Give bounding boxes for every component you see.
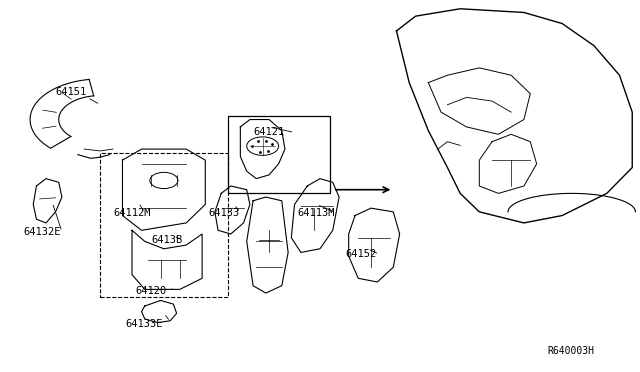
- Text: 64132E: 64132E: [24, 227, 61, 237]
- Text: 64133E: 64133E: [125, 319, 163, 329]
- Text: 64151: 64151: [56, 87, 87, 97]
- Text: 64121: 64121: [253, 128, 284, 138]
- Bar: [100, 153, 228, 297]
- Text: 64113M: 64113M: [298, 208, 335, 218]
- Bar: [228, 116, 330, 193]
- Text: R640003H: R640003H: [547, 346, 594, 356]
- Text: 64112M: 64112M: [113, 208, 150, 218]
- Text: 64152: 64152: [346, 249, 377, 259]
- Text: 64120: 64120: [135, 286, 166, 296]
- Text: 6413B: 6413B: [151, 235, 182, 245]
- Text: 64133: 64133: [209, 208, 240, 218]
